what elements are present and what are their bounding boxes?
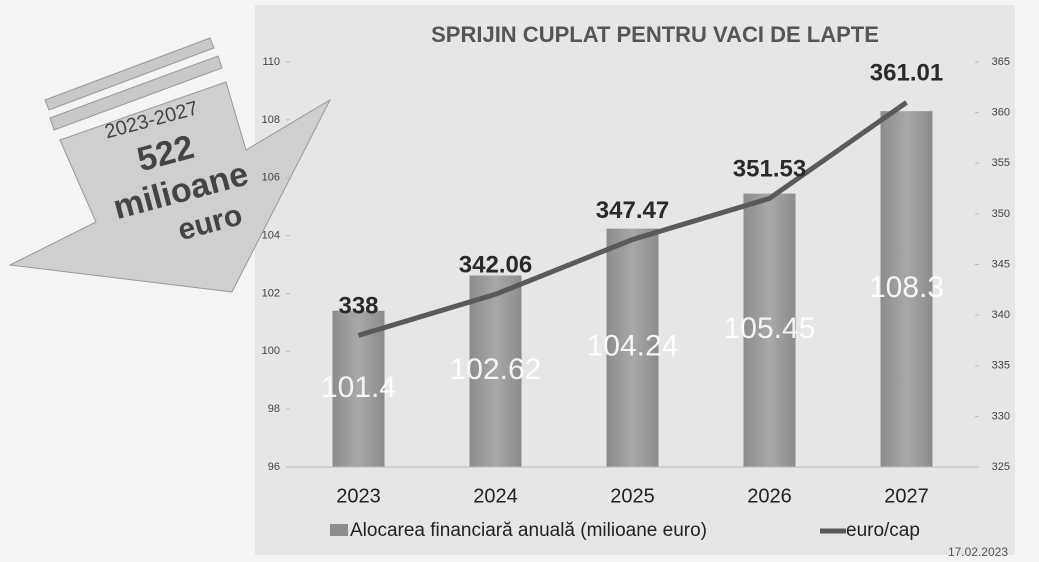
- bar-value-label: 104.24: [587, 330, 679, 363]
- legend-label: Alocarea financiară anuală (milioane eur…: [350, 520, 707, 541]
- y-tick-label: 96: [268, 461, 280, 473]
- x-tick-label: 2023: [336, 485, 381, 507]
- x-tick-label: 2026: [747, 485, 792, 507]
- chart: SPRIJIN CUPLAT PENTRU VACI DE LAPTE 2023…: [0, 0, 1039, 562]
- y2-tick-label: 355: [992, 157, 1010, 169]
- y-tick-label: 102: [262, 287, 280, 299]
- bar-value-label: 108.3: [869, 271, 944, 304]
- legend-label: euro/cap: [846, 520, 920, 541]
- y-tick-label: 104: [262, 229, 280, 241]
- x-tick-label: 2024: [473, 485, 518, 507]
- bar-value-label: 101.4: [321, 371, 396, 404]
- chart-title: SPRIJIN CUPLAT PENTRU VACI DE LAPTE: [431, 22, 879, 47]
- y-tick-label: 110: [262, 56, 280, 68]
- bar-value-label: 102.62: [450, 353, 542, 386]
- line-value-label: 347.47: [596, 197, 669, 224]
- y2-tick-label: 335: [992, 360, 1010, 372]
- line-value-label: 351.53: [733, 156, 806, 183]
- y-tick-label: 106: [262, 172, 280, 184]
- x-tick-label: 2027: [884, 485, 929, 507]
- x-tick-label: 2025: [610, 485, 655, 507]
- bar-value-label: 105.45: [724, 312, 816, 345]
- line-value-label: 342.06: [459, 252, 532, 279]
- y2-tick-label: 325: [992, 461, 1010, 473]
- y2-tick-label: 360: [992, 107, 1010, 119]
- y-tick-label: 98: [268, 403, 280, 415]
- date: 17.02.2023: [948, 545, 1008, 559]
- y-tick-label: 108: [262, 114, 280, 126]
- line-value-label: 361.01: [870, 60, 943, 87]
- page: SPRIJIN CUPLAT PENTRU VACI DE LAPTE 2023…: [0, 0, 1039, 562]
- y-tick-label: 100: [262, 345, 280, 357]
- y2-tick-label: 340: [992, 309, 1010, 321]
- y2-tick-label: 350: [992, 208, 1010, 220]
- y2-tick-label: 365: [992, 56, 1010, 68]
- line-value-label: 338: [338, 293, 378, 320]
- legend-swatch: [330, 524, 348, 536]
- y2-tick-label: 330: [992, 410, 1010, 422]
- y2-tick-label: 345: [992, 258, 1010, 270]
